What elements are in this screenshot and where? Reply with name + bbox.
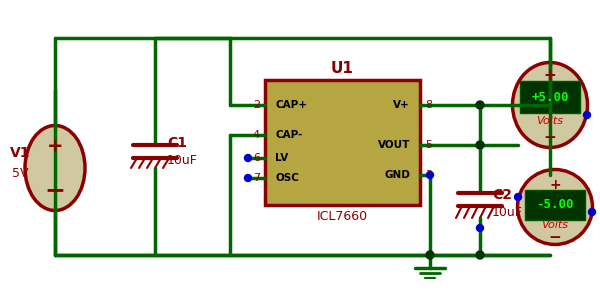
Text: 8: 8	[425, 100, 432, 110]
Circle shape	[476, 101, 484, 109]
Text: C2: C2	[492, 188, 512, 202]
Circle shape	[583, 111, 590, 118]
Text: VOUT: VOUT	[377, 140, 410, 150]
Text: CAP+: CAP+	[275, 100, 307, 110]
FancyBboxPatch shape	[525, 190, 585, 220]
FancyBboxPatch shape	[265, 80, 420, 205]
Text: 5: 5	[425, 140, 432, 150]
Text: −: −	[44, 178, 65, 202]
Text: Volts: Volts	[536, 116, 563, 126]
Text: 3: 3	[425, 170, 432, 180]
Text: +: +	[544, 68, 556, 83]
Text: +5.00: +5.00	[531, 91, 569, 103]
Circle shape	[245, 175, 251, 181]
Text: LV: LV	[275, 153, 288, 163]
Text: -5.00: -5.00	[536, 198, 574, 211]
Circle shape	[427, 171, 434, 178]
FancyBboxPatch shape	[520, 81, 580, 113]
Text: CAP-: CAP-	[275, 130, 302, 140]
Text: U1: U1	[331, 61, 354, 76]
Text: V1: V1	[10, 146, 30, 160]
Text: OSC: OSC	[275, 173, 299, 183]
Ellipse shape	[517, 170, 593, 245]
Text: GND: GND	[384, 170, 410, 180]
Text: +: +	[549, 178, 561, 192]
Text: 10uF: 10uF	[492, 206, 523, 218]
Circle shape	[426, 251, 434, 259]
Text: 6: 6	[253, 153, 260, 163]
Text: 10uF: 10uF	[167, 153, 198, 166]
Text: C1: C1	[167, 136, 187, 150]
Text: 2: 2	[253, 100, 260, 110]
Circle shape	[476, 141, 484, 149]
Circle shape	[515, 193, 521, 201]
Ellipse shape	[25, 126, 85, 211]
Text: 7: 7	[253, 173, 260, 183]
Text: Volts: Volts	[542, 220, 569, 230]
Text: −: −	[544, 129, 556, 144]
Circle shape	[589, 208, 595, 216]
Circle shape	[476, 225, 484, 231]
Text: −: −	[548, 230, 562, 245]
Circle shape	[245, 155, 251, 161]
Circle shape	[476, 251, 484, 259]
Text: 4: 4	[253, 130, 260, 140]
Text: V+: V+	[393, 100, 410, 110]
Ellipse shape	[512, 63, 587, 148]
Text: +: +	[47, 136, 63, 156]
Text: 5V: 5V	[12, 166, 28, 180]
Text: ICL7660: ICL7660	[317, 211, 368, 223]
